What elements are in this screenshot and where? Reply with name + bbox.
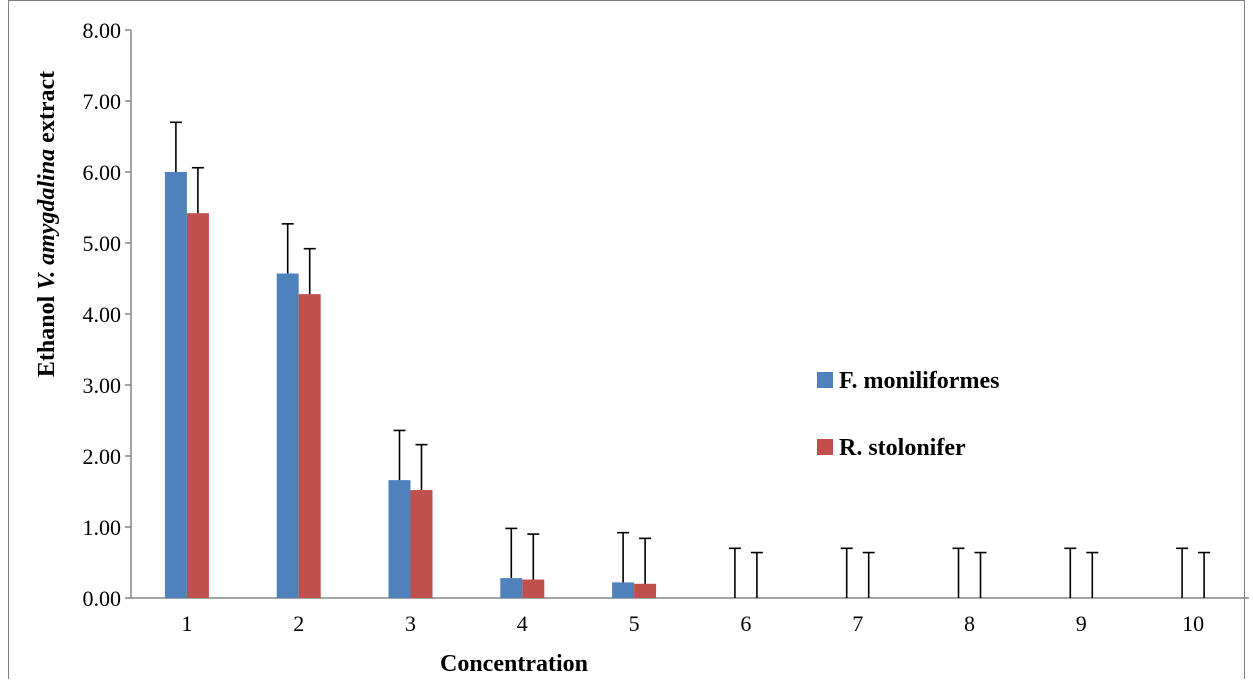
y-tick-label: 2.00 bbox=[83, 444, 122, 469]
x-tick-label: 2 bbox=[293, 611, 304, 636]
bar bbox=[298, 294, 321, 598]
x-tick-label: 6 bbox=[740, 611, 751, 636]
bar bbox=[388, 480, 411, 598]
y-axis-title-suffix: extract bbox=[34, 71, 60, 149]
x-tick-label: 1 bbox=[181, 611, 192, 636]
y-tick-label: 8.00 bbox=[83, 18, 122, 43]
x-tick-label: 9 bbox=[1076, 611, 1087, 636]
chart-frame: 0.00 1.00 2.00 3.00 4.00 5.00 6.00 7.00 8.00 1 2 3 4… bbox=[8, 0, 1249, 679]
bar bbox=[522, 579, 545, 598]
y-axis-title: Ethanol V. amygdalina extract bbox=[34, 71, 60, 377]
bar bbox=[164, 172, 187, 598]
y-axis-title-prefix: Ethanol bbox=[34, 290, 60, 377]
x-tick-label: 5 bbox=[629, 611, 640, 636]
bars bbox=[164, 172, 657, 598]
x-tick-label: 4 bbox=[517, 611, 528, 636]
y-tick-label: 7.00 bbox=[83, 89, 122, 114]
y-axis-title-italic: V. amygdalina bbox=[34, 149, 60, 290]
bar bbox=[500, 578, 523, 598]
bar-chart: 0.00 1.00 2.00 3.00 4.00 5.00 6.00 7.00 8.00 1 2 3 4… bbox=[34, 18, 1249, 677]
bar bbox=[612, 582, 635, 598]
legend-label: R. stolonifer bbox=[839, 435, 966, 461]
bar bbox=[634, 583, 657, 598]
error-bars bbox=[169, 121, 1211, 598]
bar bbox=[276, 273, 299, 598]
y-tick-label: 0.00 bbox=[83, 586, 122, 611]
x-tick-label: 8 bbox=[964, 611, 975, 636]
tick-labels: 0.00 1.00 2.00 3.00 4.00 5.00 6.00 7.00 8.00 1 2 3 4… bbox=[83, 18, 1205, 636]
bar bbox=[186, 213, 209, 598]
legend-label: F. moniliformes bbox=[839, 368, 999, 394]
legend-swatch bbox=[817, 439, 833, 455]
x-tick-label: 3 bbox=[405, 611, 416, 636]
legend-swatch bbox=[817, 372, 833, 388]
x-tick-label: 10 bbox=[1182, 611, 1204, 636]
x-tick-label: 7 bbox=[852, 611, 863, 636]
x-axis-title: Concentration bbox=[440, 651, 588, 677]
y-tick-label: 5.00 bbox=[83, 231, 122, 256]
y-tick-label: 1.00 bbox=[83, 515, 122, 540]
y-tick-label: 6.00 bbox=[83, 160, 122, 185]
legend: F. moniliformes R. stolonifer bbox=[817, 368, 999, 461]
y-tick-label: 3.00 bbox=[83, 373, 122, 398]
bar bbox=[410, 490, 433, 598]
y-tick-label: 4.00 bbox=[83, 302, 122, 327]
